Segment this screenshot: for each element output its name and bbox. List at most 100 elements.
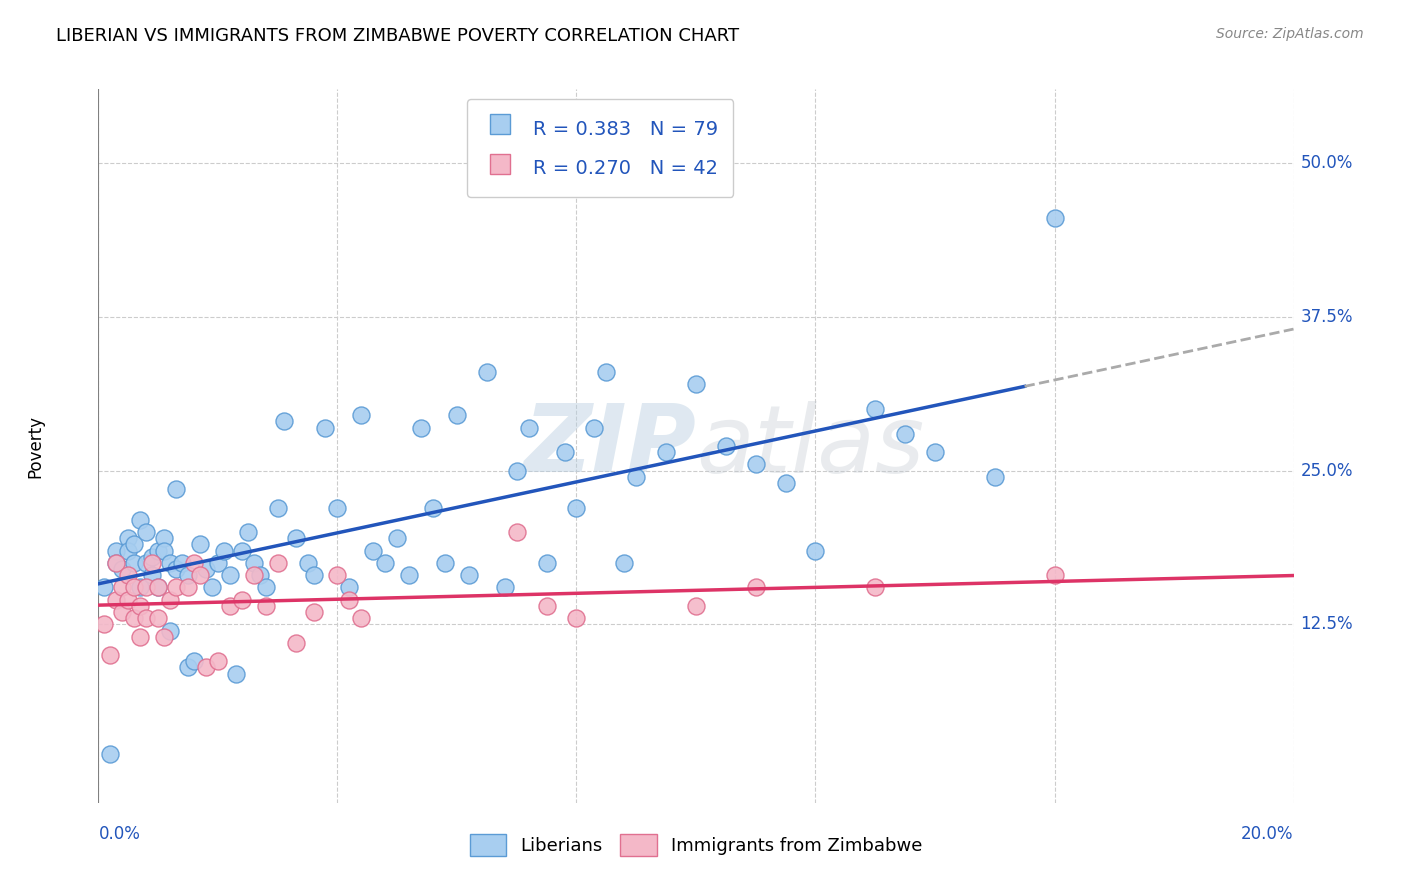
Point	[153, 543, 176, 558]
Point	[219, 599, 242, 613]
Point	[141, 568, 163, 582]
Point	[583, 420, 606, 434]
Point	[685, 377, 707, 392]
Point	[983, 469, 1005, 483]
Point	[624, 469, 647, 483]
Point	[117, 531, 139, 545]
Point	[536, 556, 558, 570]
Point	[165, 581, 187, 595]
Point	[135, 525, 157, 540]
Point	[565, 500, 588, 515]
Text: 50.0%: 50.0%	[1301, 154, 1353, 172]
Point	[135, 611, 157, 625]
Point	[326, 568, 349, 582]
Point	[398, 568, 420, 582]
Point	[894, 426, 917, 441]
Point	[745, 581, 768, 595]
Point	[129, 630, 152, 644]
Point	[284, 531, 307, 545]
Point	[685, 599, 707, 613]
Point	[148, 581, 170, 595]
Point	[565, 611, 588, 625]
Point	[105, 543, 128, 558]
Point	[595, 365, 617, 379]
Point	[183, 654, 205, 668]
Point	[117, 543, 139, 558]
Point	[422, 500, 444, 515]
Point	[554, 445, 576, 459]
Point	[201, 581, 224, 595]
Point	[98, 747, 122, 761]
Point	[302, 605, 325, 619]
Point	[219, 568, 242, 582]
Point	[411, 420, 433, 434]
Legend: Liberians, Immigrants from Zimbabwe: Liberians, Immigrants from Zimbabwe	[461, 825, 931, 865]
Point	[350, 611, 373, 625]
Text: 25.0%: 25.0%	[1301, 461, 1353, 480]
Point	[865, 402, 887, 417]
Text: Poverty: Poverty	[27, 415, 44, 477]
Point	[172, 556, 194, 570]
Point	[475, 365, 498, 379]
Point	[148, 543, 170, 558]
Point	[350, 409, 373, 423]
Point	[165, 562, 187, 576]
Point	[194, 660, 218, 674]
Point	[135, 556, 157, 570]
Point	[165, 482, 187, 496]
Point	[267, 500, 290, 515]
Text: 12.5%: 12.5%	[1301, 615, 1353, 633]
Point	[249, 568, 271, 582]
Point	[177, 581, 200, 595]
Point	[536, 599, 558, 613]
Point	[506, 525, 529, 540]
Point	[93, 581, 115, 595]
Point	[254, 599, 277, 613]
Point	[655, 445, 678, 459]
Point	[124, 611, 146, 625]
Point	[231, 543, 253, 558]
Point	[494, 581, 516, 595]
Point	[129, 599, 152, 613]
Point	[273, 414, 295, 428]
Point	[153, 630, 176, 644]
Text: atlas: atlas	[696, 401, 924, 491]
Point	[315, 420, 337, 434]
Point	[129, 581, 152, 595]
Point	[98, 648, 122, 662]
Point	[159, 624, 181, 638]
Point	[434, 556, 457, 570]
Point	[124, 556, 146, 570]
Point	[254, 581, 277, 595]
Point	[111, 605, 134, 619]
Text: ZIP: ZIP	[523, 400, 696, 492]
Point	[105, 556, 128, 570]
Point	[148, 581, 170, 595]
Point	[188, 568, 211, 582]
Point	[111, 562, 134, 576]
Point	[188, 537, 211, 551]
Text: Source: ZipAtlas.com: Source: ZipAtlas.com	[1216, 27, 1364, 41]
Point	[865, 581, 887, 595]
Point	[129, 513, 152, 527]
Point	[177, 660, 200, 674]
Point	[385, 531, 409, 545]
Point	[297, 556, 319, 570]
Point	[243, 568, 266, 582]
Point	[105, 592, 128, 607]
Point	[284, 636, 307, 650]
Point	[153, 531, 176, 545]
Point	[93, 617, 115, 632]
Point	[745, 458, 768, 472]
Point	[775, 475, 797, 490]
Point	[183, 556, 205, 570]
Point	[613, 556, 636, 570]
Point	[236, 525, 259, 540]
Text: LIBERIAN VS IMMIGRANTS FROM ZIMBABWE POVERTY CORRELATION CHART: LIBERIAN VS IMMIGRANTS FROM ZIMBABWE POV…	[56, 27, 740, 45]
Point	[159, 592, 181, 607]
Point	[339, 592, 360, 607]
Point	[111, 581, 134, 595]
Point	[804, 543, 827, 558]
Point	[159, 556, 181, 570]
Text: 0.0%: 0.0%	[98, 825, 141, 843]
